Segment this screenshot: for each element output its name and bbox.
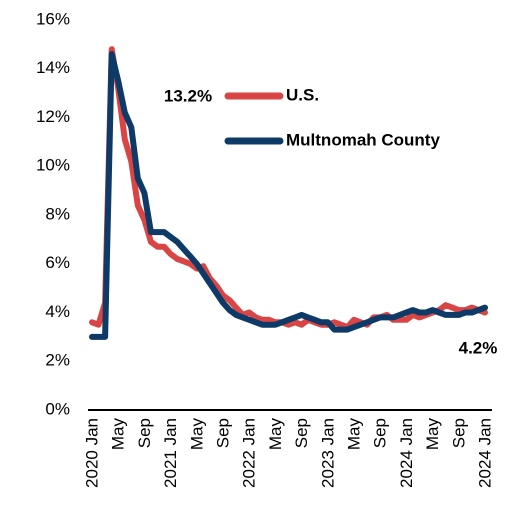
- x-tick-label: Sep: [213, 418, 232, 448]
- annotation: 13.2%: [164, 86, 212, 105]
- y-tick-label: 6%: [45, 253, 70, 272]
- x-tick-label: 2021 Jan: [161, 418, 180, 488]
- y-tick-label: 0%: [45, 399, 70, 418]
- x-tick-label: May: [423, 418, 442, 451]
- line-series: [89, 51, 488, 340]
- x-tick-label: 2022 Jan: [240, 418, 259, 488]
- x-tick-label: Sep: [292, 418, 311, 448]
- y-tick-label: 14%: [36, 58, 70, 77]
- x-tick-label: 2024 Jan: [475, 418, 494, 488]
- y-tick-label: 4%: [45, 302, 70, 321]
- legend-label: Multnomah County: [286, 130, 440, 149]
- x-tick-label: Sep: [371, 418, 390, 448]
- x-tick-label: Sep: [135, 418, 154, 448]
- line-series: [89, 46, 488, 331]
- x-tick-label: Sep: [449, 418, 468, 448]
- y-tick-label: 16%: [36, 9, 70, 28]
- x-tick-label: 2020 Jan: [82, 418, 101, 488]
- legend-label: U.S.: [286, 85, 319, 104]
- x-tick-label: 2023 Jan: [318, 418, 337, 488]
- x-tick-label: May: [109, 418, 128, 451]
- y-tick-label: 8%: [45, 204, 70, 223]
- x-tick-label: May: [266, 418, 285, 451]
- y-tick-label: 12%: [36, 107, 70, 126]
- x-tick-label: May: [344, 418, 363, 451]
- x-tick-label: May: [187, 418, 206, 451]
- y-tick-label: 10%: [36, 156, 70, 175]
- annotation: 4.2%: [459, 338, 498, 357]
- y-tick-label: 2%: [45, 351, 70, 370]
- x-tick-label: 2024 Jan: [397, 418, 416, 488]
